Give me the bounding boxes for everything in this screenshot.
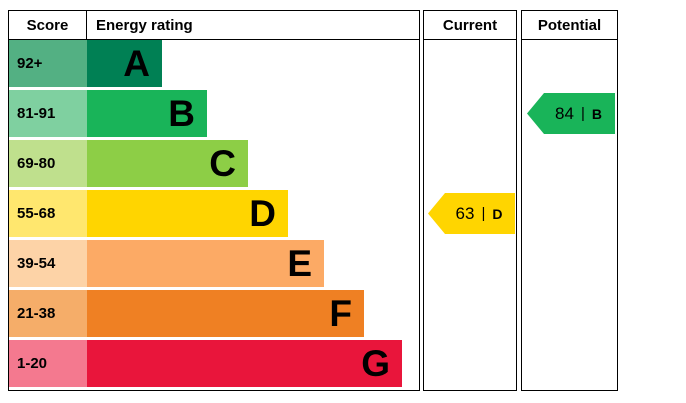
score-range-f: 21-38: [9, 290, 87, 337]
current-column-header: Current: [424, 11, 516, 40]
rating-table: Score Energy rating 92+ A 81-91 B 69-80 …: [8, 10, 420, 391]
band-row-g: 1-20 G: [9, 340, 419, 390]
table-header-row: Score Energy rating: [9, 11, 419, 40]
band-bar-c: C: [87, 140, 248, 187]
potential-rating-value: 84: [555, 103, 574, 123]
score-range-e: 39-54: [9, 240, 87, 287]
score-range-c: 69-80: [9, 140, 87, 187]
potential-rating-marker: 84 | B: [527, 93, 615, 134]
band-bar-a: A: [87, 40, 162, 87]
band-bar-b: B: [87, 90, 207, 137]
current-rating-marker: 63 | D: [428, 193, 515, 234]
band-row-a: 92+ A: [9, 40, 419, 90]
band-row-e: 39-54 E: [9, 240, 419, 290]
band-bar-g: G: [87, 340, 402, 387]
band-row-f: 21-38 F: [9, 290, 419, 340]
band-row-c: 69-80 C: [9, 140, 419, 190]
band-letter-g: G: [361, 343, 390, 384]
band-letter-c: C: [209, 143, 236, 184]
score-range-b: 81-91: [9, 90, 87, 137]
band-bar-d: D: [87, 190, 288, 237]
band-letter-d: D: [249, 193, 276, 234]
current-rating-value: 63: [455, 203, 475, 223]
energy-rating-column-header: Energy rating: [96, 16, 193, 34]
score-range-a: 92+: [9, 40, 87, 87]
current-rating-letter: D: [492, 205, 503, 222]
band-letter-f: F: [329, 293, 352, 334]
potential-rating-separator: |: [580, 105, 585, 122]
score-range-d: 55-68: [9, 190, 87, 237]
band-row-d: 55-68 D: [9, 190, 419, 240]
band-bar-f: F: [87, 290, 364, 337]
score-range-g: 1-20: [9, 340, 87, 387]
band-letter-a: A: [123, 43, 150, 84]
score-column-header: Score: [9, 11, 87, 39]
band-row-b: 81-91 B: [9, 90, 419, 140]
potential-rating-letter: B: [591, 105, 602, 122]
potential-column: Potential: [521, 10, 618, 391]
band-bar-e: E: [87, 240, 324, 287]
potential-column-header: Potential: [522, 11, 617, 40]
current-rating-separator: |: [481, 205, 486, 222]
band-letter-b: B: [168, 93, 195, 134]
band-letter-e: E: [287, 243, 312, 284]
